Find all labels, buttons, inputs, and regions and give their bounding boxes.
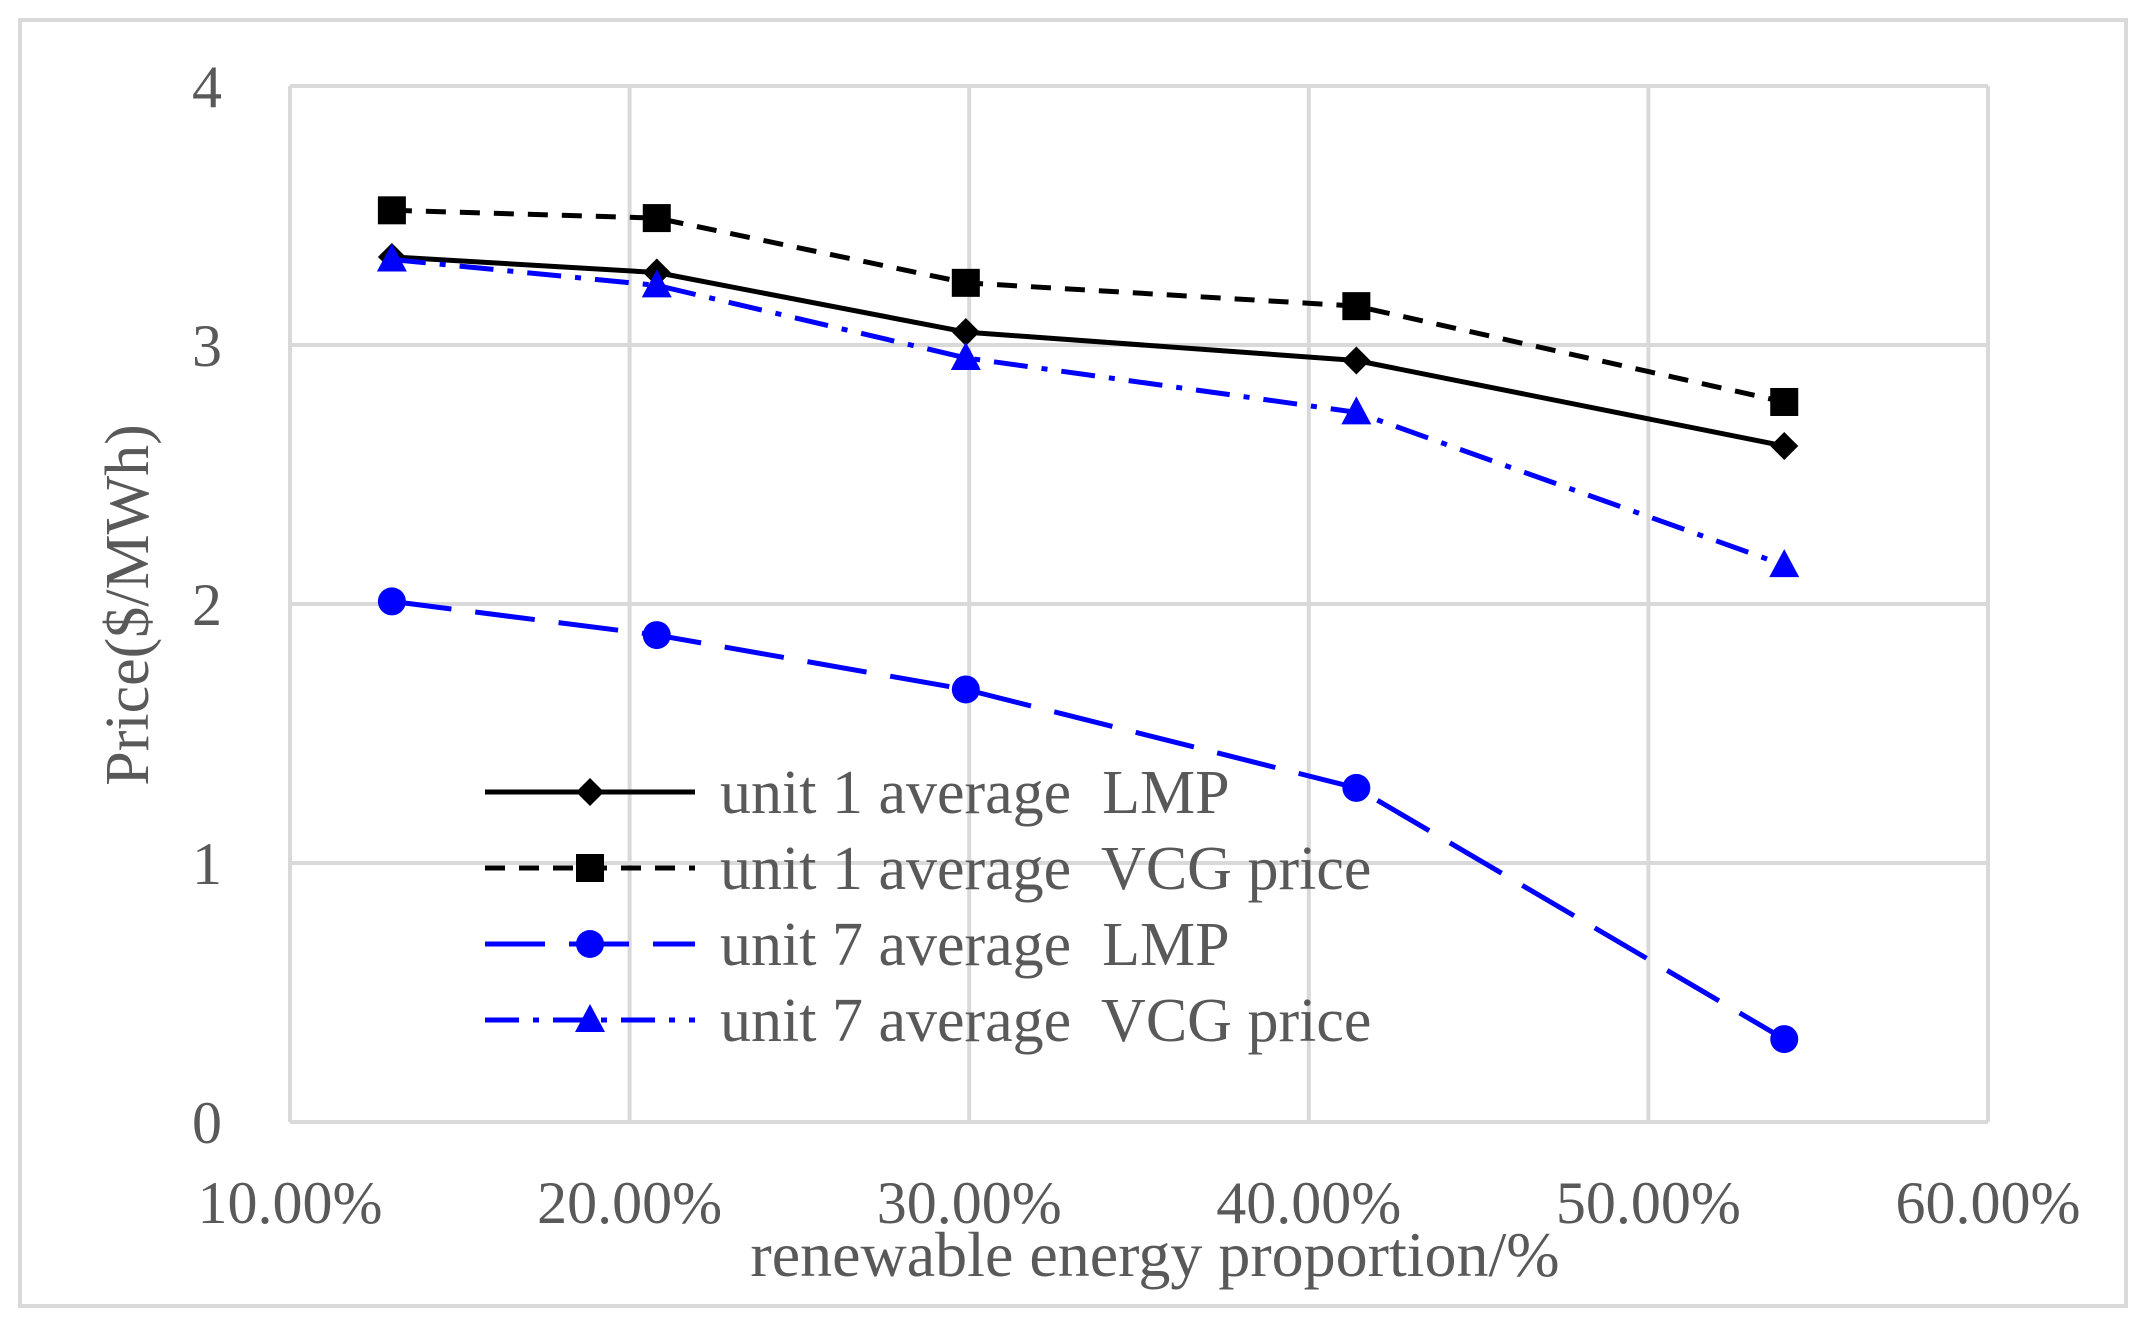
data-point [642, 204, 671, 233]
legend-label: unit 1 average LMP [720, 759, 1230, 827]
data-point [641, 269, 672, 298]
x-tick-label: 10.00% [198, 1170, 383, 1236]
y-tick-label: 2 [192, 572, 222, 638]
y-tick-label: 3 [192, 313, 222, 379]
legend-item: unit 7 average LMP [485, 911, 1230, 979]
data-point [1342, 346, 1371, 375]
data-point [951, 268, 980, 297]
y-tick-label: 1 [192, 831, 222, 897]
series-line [391, 257, 1786, 568]
x-tick-label: 50.00% [1556, 1170, 1741, 1236]
series-3 [377, 587, 1799, 1054]
data-point [950, 341, 981, 370]
legend-item: unit 7 average VCG price [485, 987, 1371, 1055]
series [376, 196, 1800, 1054]
data-point [642, 621, 671, 650]
legend-marker [576, 854, 604, 882]
x-axis-title: renewable energy proportion/% [750, 1219, 1559, 1290]
x-tick-label: 60.00% [1896, 1170, 2081, 1236]
y-tick-label: 0 [192, 1090, 222, 1156]
legend-label: unit 1 average VCG price [720, 835, 1371, 903]
series-line [391, 598, 1786, 1042]
legend-item: unit 1 average VCG price [485, 835, 1371, 903]
series-line [391, 254, 1785, 449]
series-1 [377, 242, 1799, 461]
data-point [1341, 396, 1372, 425]
y-tick-label: 4 [192, 54, 222, 120]
legend-marker [576, 930, 604, 958]
data-point [1770, 387, 1799, 416]
legend-item: unit 1 average LMP [485, 759, 1230, 827]
data-point [1770, 1025, 1799, 1054]
x-tick-label: 40.00% [1216, 1170, 1401, 1236]
series-4 [376, 243, 1800, 578]
axis-ticks: 10.00% 20.00% 30.00% 40.00% 50.00% 60.00% 0 1 2 3… [192, 54, 2080, 1236]
x-tick-label: 30.00% [877, 1170, 1062, 1236]
data-point [951, 675, 980, 704]
x-tick-label: 20.00% [537, 1170, 722, 1236]
legend-label: unit 7 average LMP [720, 911, 1230, 979]
data-point [1769, 549, 1800, 578]
data-point [951, 318, 980, 347]
legend-label: unit 7 average VCG price [720, 987, 1371, 1055]
legend-marker [576, 778, 604, 806]
data-point [1770, 432, 1799, 461]
y-axis-title: Price($/MWh) [94, 424, 162, 786]
series-2 [377, 196, 1799, 416]
legend: unit 1 average LMP unit 1 average VCG pri… [485, 759, 1371, 1055]
chart-area [18, 18, 2128, 1308]
data-point [1342, 292, 1371, 321]
data-point [1342, 773, 1371, 802]
data-point [377, 196, 406, 225]
data-point [377, 587, 406, 616]
data-point [376, 243, 407, 272]
legend-marker [575, 1004, 605, 1032]
